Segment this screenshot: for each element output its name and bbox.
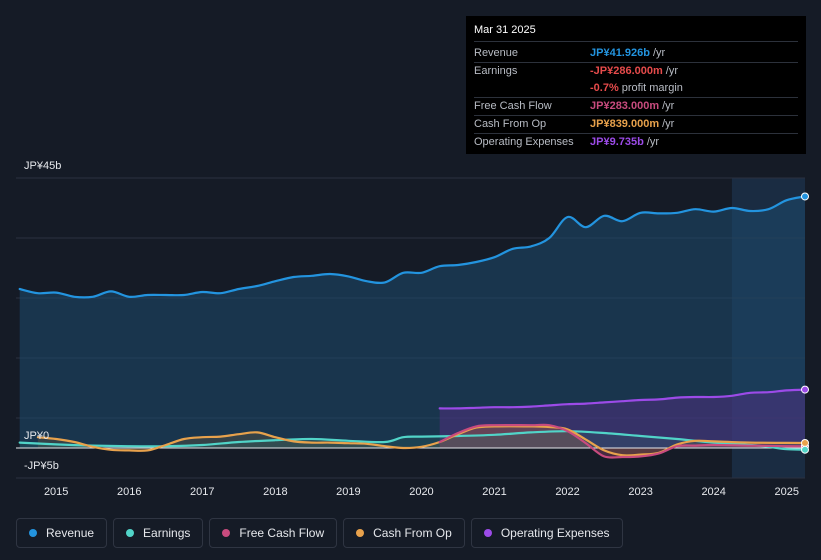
tooltip-label: Operating Expenses [474, 136, 574, 148]
tooltip-unit: profit margin [621, 82, 683, 94]
x-tick-label: 2020 [409, 486, 433, 498]
legend-label: Cash From Op [373, 526, 452, 540]
tooltip-unit: /yr [646, 136, 660, 148]
tooltip-row-cash-from-op: Cash From Op JP¥839.000m /yr [474, 116, 798, 134]
tooltip-row-profit-margin: -0.7% profit margin [474, 80, 798, 98]
legend-dot-icon [483, 529, 492, 537]
legend-item-operating-expenses[interactable]: Operating Expenses [470, 518, 623, 548]
line-revenue [18, 195, 807, 299]
legend-dot-icon [356, 529, 365, 537]
tooltip-value: JP¥839.000m [590, 118, 660, 130]
end-marker-operating-expenses [801, 385, 809, 394]
x-tick-label: 2024 [701, 486, 725, 498]
end-marker-earnings [801, 445, 809, 454]
tooltip-value: JP¥41.926b [590, 47, 650, 59]
legend-dot-icon [126, 529, 135, 537]
y-tick-label-zero: JP¥0 [24, 430, 50, 442]
legend-label: Free Cash Flow [239, 526, 325, 540]
legend-dot-icon [222, 529, 231, 537]
legend-item-free-cash-flow[interactable]: Free Cash Flow [209, 518, 338, 548]
x-tick-label: 2023 [628, 486, 652, 498]
tooltip-row-operating-expenses: Operating Expenses JP¥9.735b /yr [474, 134, 798, 151]
tooltip-row-revenue: Revenue JP¥41.926b /yr [474, 45, 798, 63]
x-tick-label: 2025 [774, 486, 798, 498]
tooltip-label [474, 80, 590, 97]
tooltip-panel: Mar 31 2025 Revenue JP¥41.926b /yr Earni… [466, 16, 806, 154]
x-tick-label: 2016 [117, 486, 141, 498]
x-tick-label: 2017 [190, 486, 214, 498]
tooltip-value: -0.7% [590, 82, 619, 94]
tooltip-label: Earnings [474, 65, 518, 77]
legend-item-revenue[interactable]: Revenue [16, 518, 108, 548]
end-marker-revenue [801, 192, 809, 201]
line-earnings [18, 430, 807, 451]
tooltip-unit: /yr [652, 47, 666, 59]
legend-item-earnings[interactable]: Earnings [113, 518, 204, 548]
x-tick-label: 2018 [263, 486, 287, 498]
tooltip-unit: /yr [662, 100, 675, 112]
tooltip-row-free-cash-flow: Free Cash Flow JP¥283.000m /yr [474, 98, 798, 116]
tooltip-date: Mar 31 2025 [474, 24, 798, 42]
tooltip-value: JP¥9.735b [590, 136, 644, 148]
legend-item-cash-from-op[interactable]: Cash From Op [343, 518, 465, 548]
tooltip-unit: /yr [662, 118, 675, 130]
line-free-cash-flow [438, 423, 807, 459]
area-earnings [19, 431, 805, 450]
legend-dot-icon [29, 529, 37, 537]
legend-label: Operating Expenses [500, 526, 610, 540]
tooltip-row-earnings: Earnings -JP¥286.000m /yr [474, 63, 798, 80]
tooltip-label: Revenue [474, 47, 519, 59]
tooltip-unit: /yr [665, 65, 679, 77]
y-tick-label-bottom: -JP¥5b [24, 460, 59, 472]
end-marker-cash-from-op [801, 438, 809, 447]
y-tick-label-top: JP¥45b [24, 160, 62, 172]
x-tick-label: 2022 [555, 486, 579, 498]
legend-label: Revenue [46, 526, 95, 540]
area-revenue [19, 196, 805, 448]
x-tick-label: 2021 [482, 486, 506, 498]
x-tick-label: 2015 [44, 486, 68, 498]
tooltip-label: Free Cash Flow [474, 100, 552, 112]
tooltip-value: JP¥283.000m [590, 100, 660, 112]
x-tick-label: 2019 [336, 486, 360, 498]
tooltip-label: Cash From Op [474, 118, 547, 130]
tooltip-value: -JP¥286.000m [590, 65, 663, 77]
legend: Revenue Earnings Free Cash Flow Cash Fro… [16, 518, 623, 548]
line-operating-expenses [438, 388, 807, 410]
legend-label: Earnings [143, 526, 191, 540]
